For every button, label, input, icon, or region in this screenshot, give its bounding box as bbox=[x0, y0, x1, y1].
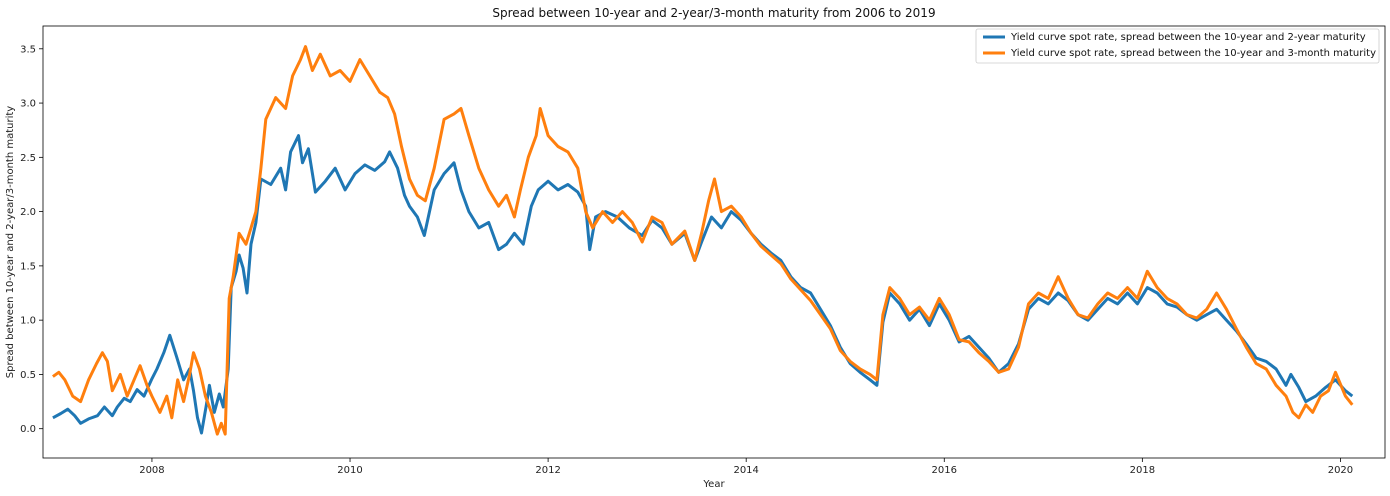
legend-entry-series-1: Yield curve spot rate, spread between th… bbox=[1010, 32, 1366, 43]
x-tick-label: 2012 bbox=[535, 465, 560, 476]
y-tick-label: 3.5 bbox=[20, 44, 36, 55]
legend-entry-series-2: Yield curve spot rate, spread between th… bbox=[1010, 48, 1376, 59]
x-axis-label: Year bbox=[702, 479, 725, 490]
x-tick-label: 2018 bbox=[1130, 465, 1155, 476]
plot-frame bbox=[42, 25, 1386, 459]
x-tick-label: 2008 bbox=[139, 465, 164, 476]
x-tick-label: 2016 bbox=[932, 465, 957, 476]
y-tick-label: 1.0 bbox=[20, 316, 36, 327]
y-tick-label: 0.5 bbox=[20, 370, 36, 381]
x-axis: 2008 2010 2012 2014 2016 2018 2020 bbox=[139, 458, 1353, 476]
y-tick-label: 2.0 bbox=[20, 207, 36, 218]
plot-area: 2008 2010 2012 2014 2016 2018 2020 0.0 0.5 1.0 1.… bbox=[20, 25, 1386, 476]
x-tick-label: 2014 bbox=[733, 465, 758, 476]
x-tick-label: 2010 bbox=[337, 465, 362, 476]
series-line-2 bbox=[52, 45, 1354, 436]
y-tick-label: 1.5 bbox=[20, 261, 36, 272]
y-tick-label: 0.0 bbox=[20, 424, 36, 435]
x-tick-label: 2020 bbox=[1328, 465, 1353, 476]
y-tick-label: 3.0 bbox=[20, 99, 36, 110]
series-line-1 bbox=[52, 134, 1354, 435]
y-tick-label: 2.5 bbox=[20, 153, 36, 164]
legend: Yield curve spot rate, spread between th… bbox=[975, 28, 1380, 64]
y-axis-label: Spread between 10-year and 2-year/3-mont… bbox=[5, 106, 16, 378]
chart-title: Spread between 10-year and 2-year/3-mont… bbox=[492, 6, 935, 20]
y-axis: 0.0 0.5 1.0 1.5 2.0 2.5 3.0 3.5 bbox=[20, 44, 43, 435]
legend-frame bbox=[975, 28, 1380, 64]
series-lines bbox=[52, 45, 1354, 436]
